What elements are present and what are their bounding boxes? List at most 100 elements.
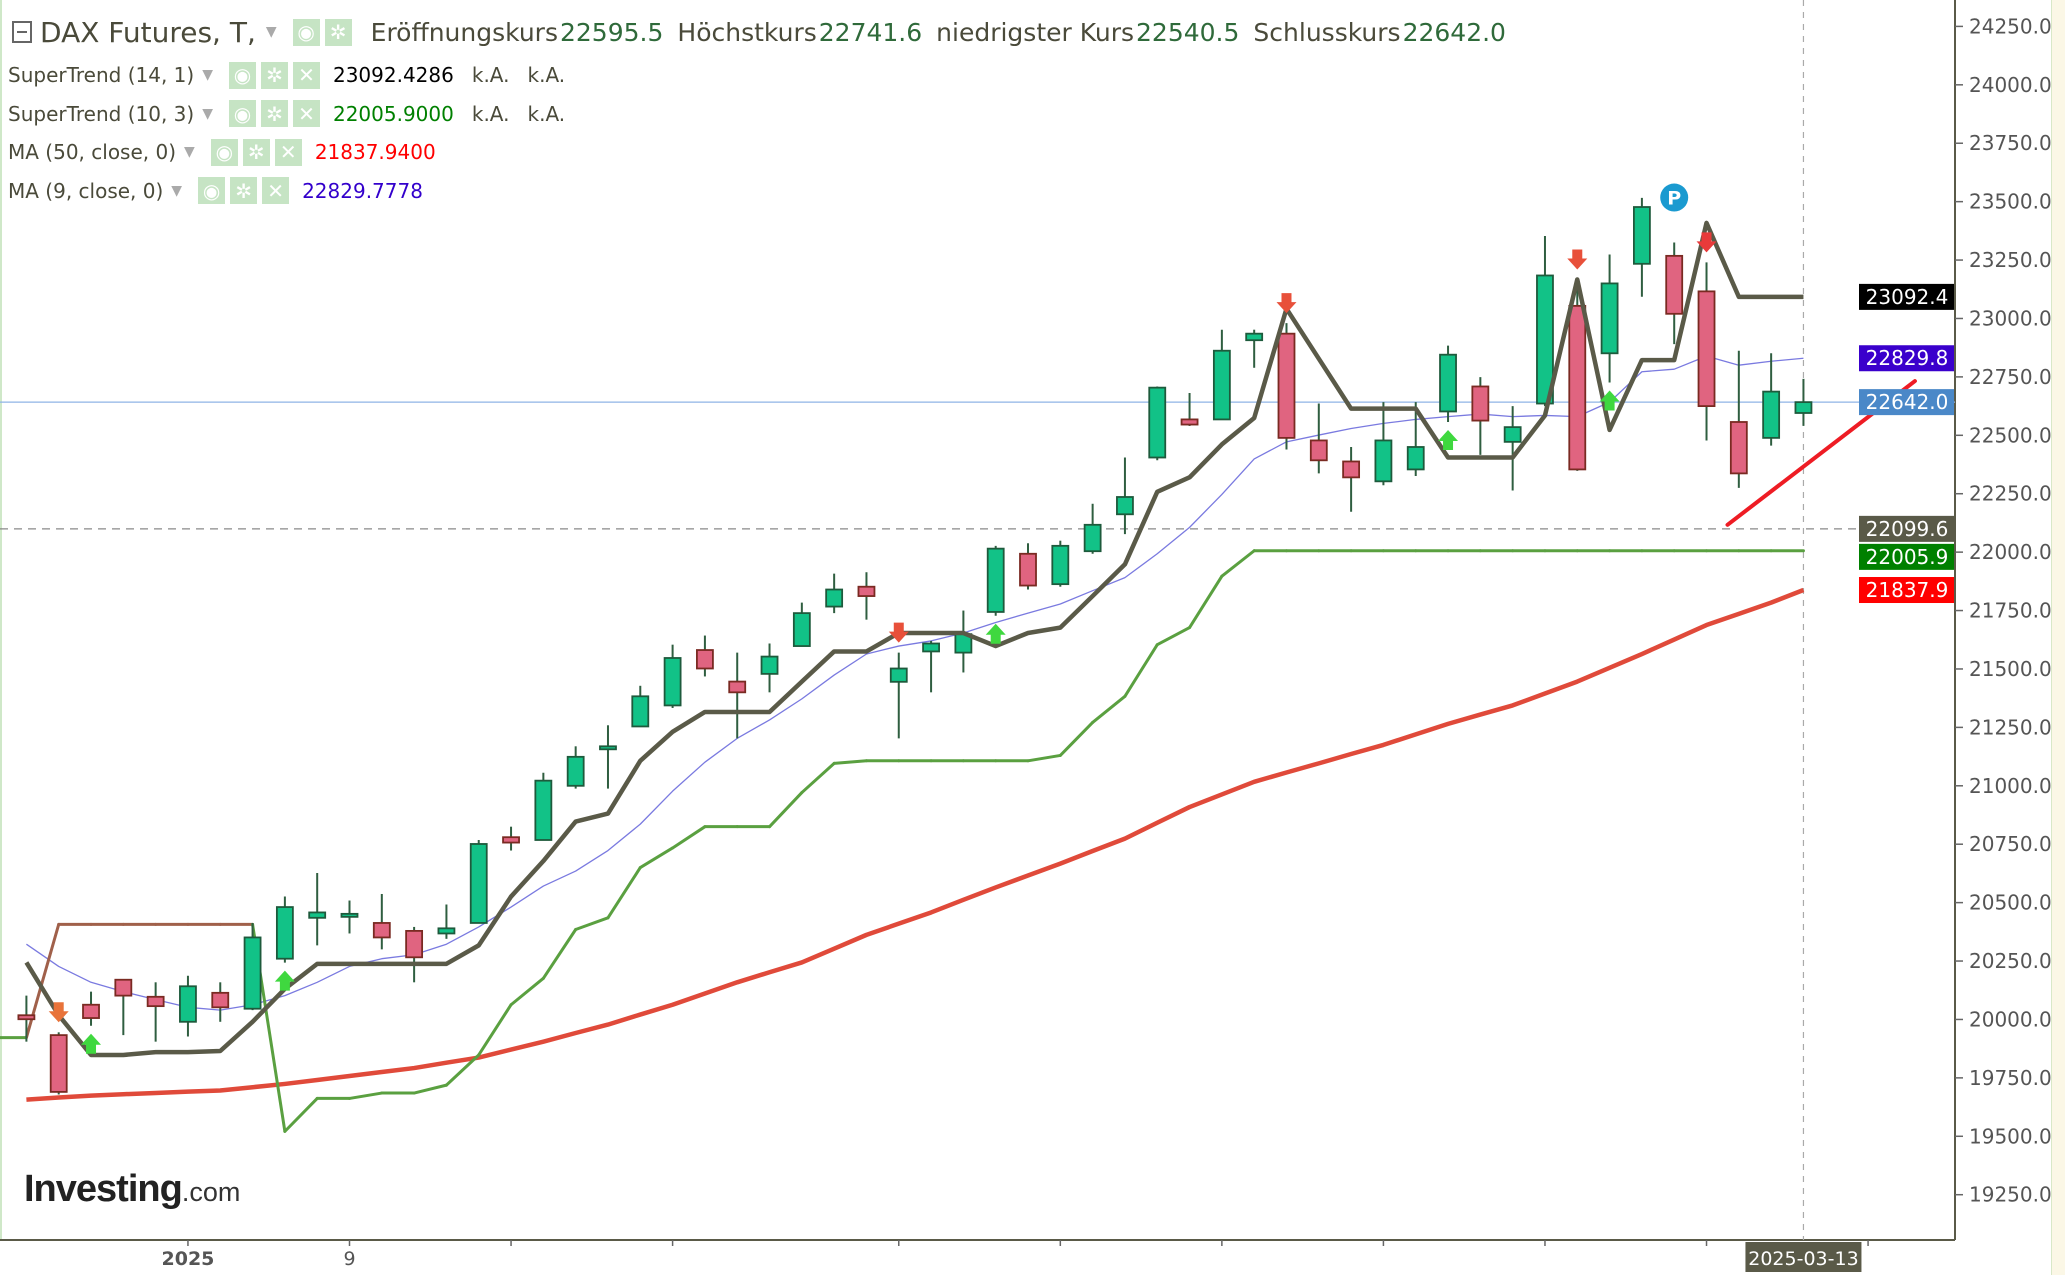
candle: [696, 635, 714, 677]
candle-body: [405, 929, 424, 959]
price-label: 22829.8: [1859, 345, 1954, 372]
buy-arrow-icon: [1438, 429, 1459, 450]
gear-icon[interactable]: ✲: [242, 138, 270, 166]
chevron-down-icon[interactable]: ▼: [202, 105, 213, 122]
ma50-line: [26, 587, 1805, 1102]
indicator-na: k.A.: [527, 63, 566, 88]
candle: [889, 652, 908, 739]
candle: [1180, 393, 1199, 426]
candle-body: [1083, 523, 1102, 553]
price-label: 22005.9: [1859, 543, 1954, 570]
indicator-name[interactable]: MA (9, close, 0): [8, 178, 164, 203]
buy-arrow-icon: [1599, 390, 1620, 411]
indicator-na: k.A.: [471, 63, 510, 88]
candle: [211, 982, 230, 1022]
supertrend-10-3-segment: [1123, 643, 1159, 698]
candle: [1277, 323, 1296, 450]
close-icon[interactable]: ✕: [292, 61, 320, 89]
candle: [857, 572, 876, 620]
supertrend-10-3-segment: [1058, 720, 1095, 757]
indicator-value: 22829.7778: [302, 178, 423, 203]
candle: [1536, 235, 1554, 407]
collapse-icon[interactable]: [12, 21, 32, 43]
gear-icon[interactable]: ✲: [260, 61, 288, 89]
chevron-down-icon[interactable]: ▼: [202, 67, 213, 84]
price-label-box: [1859, 543, 1954, 570]
candle: [1762, 353, 1781, 446]
eye-icon[interactable]: ◉: [228, 61, 256, 89]
indicator-na: k.A.: [527, 101, 566, 126]
gear-icon[interactable]: ✲: [260, 100, 288, 128]
candle: [1212, 329, 1231, 421]
y-tick-label: 21250.0: [1969, 715, 2052, 739]
candle-body: [1697, 290, 1716, 407]
candle-body: [275, 906, 294, 960]
y-tick-label: 23750.0: [1969, 131, 2052, 155]
candle: [1309, 403, 1328, 474]
supertrend-10-3-segment: [24, 922, 61, 1040]
candle-body: [1600, 282, 1619, 355]
close-icon[interactable]: ✕: [292, 100, 320, 128]
candle-body: [1245, 332, 1264, 342]
indicator-na: k.A.: [471, 101, 510, 126]
supertrend-10-3-segment: [800, 761, 836, 795]
close-icon[interactable]: ✕: [262, 177, 290, 205]
candle-body: [1116, 496, 1134, 516]
symbol-title[interactable]: DAX Futures, T,: [40, 15, 256, 49]
right-panel-stripe: [2051, 0, 2065, 1275]
candle-body: [1729, 421, 1748, 475]
indicator-name[interactable]: MA (50, close, 0): [8, 140, 177, 165]
eye-icon[interactable]: ◉: [198, 177, 226, 205]
candle: [1568, 279, 1587, 471]
candle: [1374, 402, 1393, 486]
chevron-down-icon[interactable]: ▼: [171, 182, 183, 199]
candle-body: [792, 612, 811, 647]
candle-body: [1374, 439, 1393, 483]
eye-icon[interactable]: ◉: [228, 100, 256, 128]
candle: [179, 975, 197, 1037]
candle: [405, 926, 424, 983]
eye-icon[interactable]: ◉: [210, 138, 238, 166]
candle: [631, 685, 650, 728]
price-label-box: [1859, 345, 1954, 372]
sell-arrow-icon: [888, 622, 909, 643]
eye-icon[interactable]: ◉: [292, 18, 320, 46]
candle: [469, 840, 488, 924]
supertrend-10-3-segment: [638, 846, 675, 870]
candle-body: [566, 755, 585, 787]
high-value: 22741.6: [818, 17, 923, 47]
y-tick-label: 23250.0: [1969, 248, 2052, 272]
candle: [1342, 446, 1361, 512]
close-icon[interactable]: ✕: [274, 138, 302, 166]
price-label-text: 21837.9: [1866, 578, 1949, 602]
gear-icon[interactable]: ✲: [230, 177, 258, 205]
candle: [1471, 377, 1490, 455]
candle-body: [1762, 390, 1781, 439]
supertrend-10-3-segment: [606, 866, 642, 920]
close-label: Schlusskurs: [1253, 17, 1401, 47]
candle-body: [760, 655, 779, 675]
y-tick-label: 22000.0: [1969, 540, 2052, 564]
candle: [243, 922, 262, 1011]
candle-body: [49, 1034, 68, 1093]
indicator-name[interactable]: SuperTrend (10, 3): [8, 101, 195, 126]
sell-arrow-icon: [1696, 232, 1717, 253]
y-tick-label: 20250.0: [1969, 949, 2052, 973]
candle: [114, 978, 133, 1036]
gear-icon[interactable]: ✲: [324, 18, 352, 46]
candle-body: [1406, 446, 1425, 471]
y-tick-label: 21500.0: [1969, 657, 2052, 681]
indicator-row-supertrend-14-1: SuperTrend (14, 1) ▼ ◉ ✲ ✕ 23092.4286 k.…: [8, 56, 1506, 95]
candle: [825, 573, 844, 614]
indicator-name[interactable]: SuperTrend (14, 1): [8, 63, 195, 88]
open-label: Eröffnungskurs: [370, 17, 558, 47]
y-tick-label: 22750.0: [1969, 365, 2052, 389]
buy-arrow-icon: [81, 1033, 102, 1054]
left-edge: [0, 0, 2, 1240]
candle-body: [114, 978, 133, 997]
price-label-box: [1859, 577, 1954, 604]
sell-arrow-icon: [48, 1002, 69, 1023]
chevron-down-icon[interactable]: ▼: [184, 144, 195, 161]
chevron-down-icon[interactable]: ▼: [265, 24, 277, 40]
